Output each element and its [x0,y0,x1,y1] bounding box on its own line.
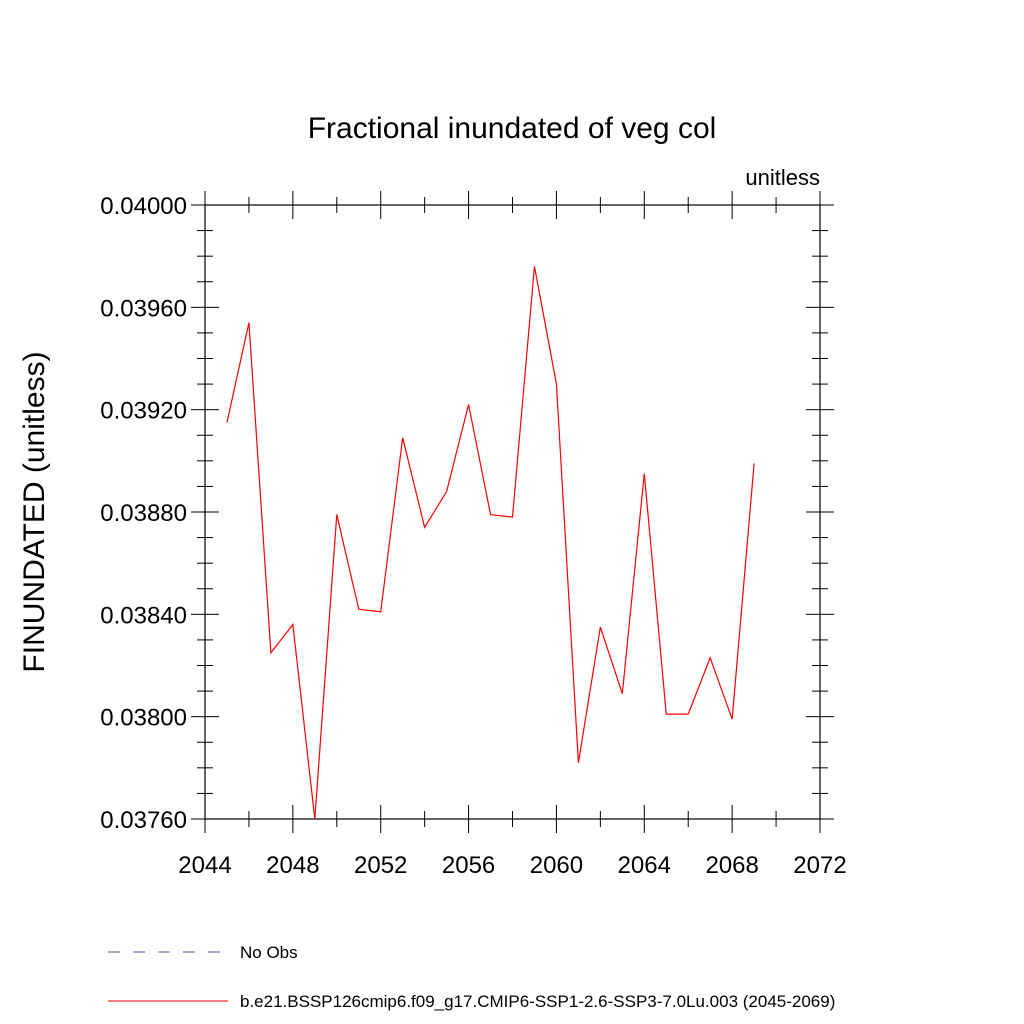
x-tick-label: 2064 [618,852,671,879]
y-axis-label: FINUNDATED (unitless) [18,351,51,672]
legend-label-no-obs: No Obs [240,943,298,962]
y-tick-label: 0.03920 [100,398,187,425]
tick-labels: 2044 2048 2052 2056 2060 2064 2068 2072 0.03760 0… [100,193,846,879]
x-tick-label: 2056 [442,852,495,879]
y-tick-label: 0.03880 [100,500,187,527]
units-label: unitless [745,165,820,190]
x-tick-label: 2072 [793,852,846,879]
series-group [226,266,755,820]
series-line [226,266,755,820]
chart-title: Fractional inundated of veg col [308,112,717,145]
x-tick-label: 2068 [705,852,758,879]
y-tick-label: 0.03800 [100,705,187,732]
y-tick-label: 0.03960 [100,295,187,322]
y-tick-label: 0.03840 [100,602,187,629]
axis-ticks [191,191,834,833]
x-tick-label: 2048 [266,852,319,879]
legend: No Obs b.e21.BSSP126cmip6.f09_g17.CMIP6-… [108,943,835,1011]
y-tick-label: 0.04000 [100,193,187,220]
y-tick-label: 0.03760 [100,807,187,834]
x-tick-label: 2052 [354,852,407,879]
x-tick-label: 2044 [178,852,231,879]
legend-label-model: b.e21.BSSP126cmip6.f09_g17.CMIP6-SSP1-2.… [240,992,835,1011]
x-tick-label: 2060 [530,852,583,879]
